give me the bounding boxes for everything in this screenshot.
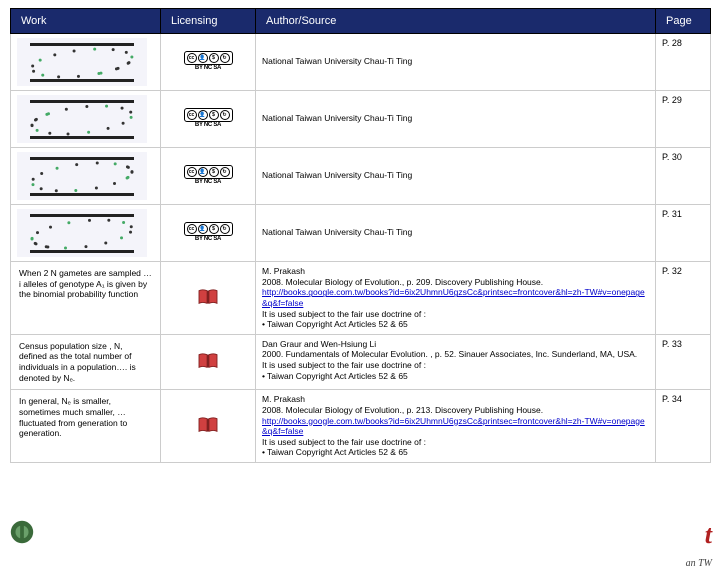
cc-label: BY NC SA <box>167 236 249 244</box>
fairuse-item: Taiwan Copyright Act Articles 52 & 65 <box>262 371 649 382</box>
source-citation: 2008. Molecular Biology of Evolution., p… <box>262 405 649 416</box>
licensing-cell <box>161 334 256 390</box>
source-author: M. Prakash <box>262 266 649 277</box>
cc-license-icon: cc👤$↻ <box>184 165 233 179</box>
source-link[interactable]: http://books.google.com.tw/books?id=6ix2… <box>262 287 645 308</box>
table-row: When 2 N gametes are sampled …i alleles … <box>11 262 711 335</box>
cc-license-icon: cc👤$↻ <box>184 108 233 122</box>
header-page: Page <box>656 9 711 34</box>
work-thumbnail <box>17 209 147 257</box>
cc-license-icon: cc👤$↻ <box>184 222 233 236</box>
work-thumbnail <box>17 95 147 143</box>
table-row: cc👤$↻ BY NC SA National Taiwan University… <box>11 205 711 262</box>
licensing-cell: cc👤$↻ BY NC SA <box>161 91 256 148</box>
licensing-cell: cc👤$↻ BY NC SA <box>161 148 256 205</box>
work-cell: Census population size , N, defined as t… <box>11 334 161 390</box>
source-cell: Dan Graur and Wen-Hsiung Li 2000. Fundam… <box>256 334 656 390</box>
work-cell <box>11 91 161 148</box>
fairuse-intro: It is used subject to the fair use doctr… <box>262 309 649 320</box>
page-cell: P. 34 <box>656 390 711 463</box>
source-text: National Taiwan University Chau-Ti Ting <box>262 227 649 238</box>
source-cell: National Taiwan University Chau-Ti Ting <box>256 34 656 91</box>
book-icon <box>197 288 219 306</box>
page-cell: P. 29 <box>656 91 711 148</box>
page-cell: P. 33 <box>656 334 711 390</box>
table-header-row: Work Licensing Author/Source Page <box>11 9 711 34</box>
licensing-cell <box>161 390 256 463</box>
book-icon <box>197 352 219 370</box>
page-cell: P. 31 <box>656 205 711 262</box>
source-text: National Taiwan University Chau-Ti Ting <box>262 170 649 181</box>
source-author: Dan Graur and Wen-Hsiung Li <box>262 339 649 350</box>
work-cell <box>11 148 161 205</box>
cc-label: BY NC SA <box>167 65 249 73</box>
fairuse-item: Taiwan Copyright Act Articles 52 & 65 <box>262 319 649 330</box>
page-cell: P. 28 <box>656 34 711 91</box>
work-description: In general, Nₑ is smaller, sometimes muc… <box>17 394 154 441</box>
work-cell <box>11 205 161 262</box>
work-thumbnail <box>17 152 147 200</box>
source-text: National Taiwan University Chau-Ti Ting <box>262 113 649 124</box>
source-link[interactable]: http://books.google.com.tw/books?id=6ix2… <box>262 416 645 437</box>
header-work: Work <box>11 9 161 34</box>
table-row: cc👤$↻ BY NC SA National Taiwan University… <box>11 34 711 91</box>
header-source: Author/Source <box>256 9 656 34</box>
licensing-cell: cc👤$↻ BY NC SA <box>161 34 256 91</box>
source-cell: M. Prakash 2008. Molecular Biology of Ev… <box>256 262 656 335</box>
attribution-table: Work Licensing Author/Source Page cc👤$↻ … <box>10 8 710 463</box>
table-row: In general, Nₑ is smaller, sometimes muc… <box>11 390 711 463</box>
licensing-cell <box>161 262 256 335</box>
fairuse-intro: It is used subject to the fair use doctr… <box>262 437 649 448</box>
source-text: National Taiwan University Chau-Ti Ting <box>262 56 649 67</box>
fairuse-item: Taiwan Copyright Act Articles 52 & 65 <box>262 447 649 458</box>
fairuse-intro: It is used subject to the fair use doctr… <box>262 360 649 371</box>
source-citation: 2000. Fundamentals of Molecular Evolutio… <box>262 349 649 360</box>
work-cell <box>11 34 161 91</box>
slide-footer: t an TW <box>0 522 720 548</box>
cc-label: BY NC SA <box>167 122 249 130</box>
source-cell: National Taiwan University Chau-Ti Ting <box>256 205 656 262</box>
source-cell: M. Prakash 2008. Molecular Biology of Ev… <box>256 390 656 463</box>
work-description: When 2 N gametes are sampled …i alleles … <box>17 266 154 302</box>
source-citation: 2008. Molecular Biology of Evolution., p… <box>262 277 649 288</box>
footer-brand-text: t an TW <box>592 520 712 548</box>
table-row: cc👤$↻ BY NC SA National Taiwan University… <box>11 91 711 148</box>
work-description: Census population size , N, defined as t… <box>17 339 154 386</box>
page-cell: P. 30 <box>656 148 711 205</box>
book-icon <box>197 416 219 434</box>
cc-label: BY NC SA <box>167 179 249 187</box>
licensing-cell: cc👤$↻ BY NC SA <box>161 205 256 262</box>
work-thumbnail <box>17 38 147 86</box>
work-cell: In general, Nₑ is smaller, sometimes muc… <box>11 390 161 463</box>
source-author: M. Prakash <box>262 394 649 405</box>
source-cell: National Taiwan University Chau-Ti Ting <box>256 148 656 205</box>
table-row: Census population size , N, defined as t… <box>11 334 711 390</box>
ntu-logo-icon <box>8 518 36 546</box>
header-licensing: Licensing <box>161 9 256 34</box>
cc-license-icon: cc👤$↻ <box>184 51 233 65</box>
table-row: cc👤$↻ BY NC SA National Taiwan University… <box>11 148 711 205</box>
source-cell: National Taiwan University Chau-Ti Ting <box>256 91 656 148</box>
work-cell: When 2 N gametes are sampled …i alleles … <box>11 262 161 335</box>
page-cell: P. 32 <box>656 262 711 335</box>
